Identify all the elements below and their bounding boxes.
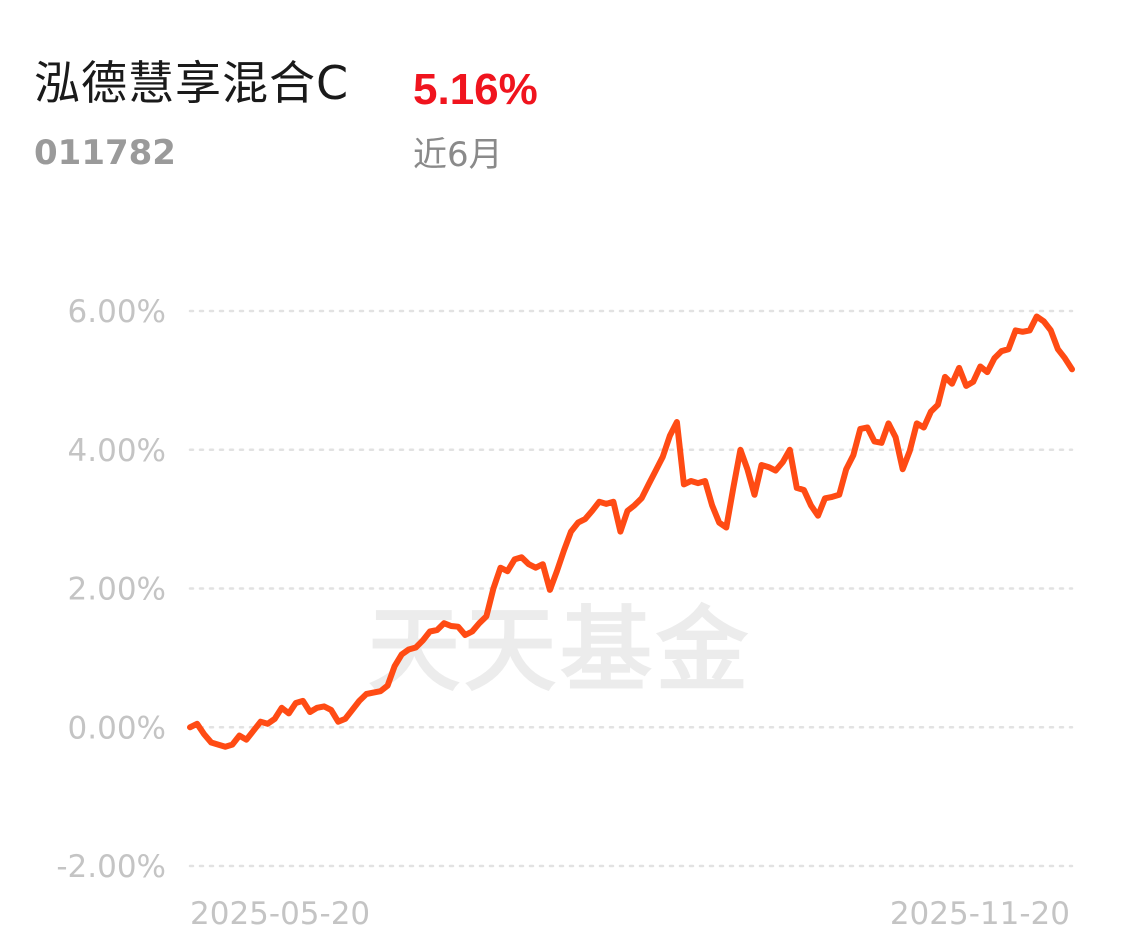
fund-name: 泓德慧享混合C <box>34 56 350 110</box>
y-tick-label: 2.00% <box>68 572 166 608</box>
y-tick-label: 4.00% <box>68 433 166 469</box>
y-tick-label: 0.00% <box>68 710 166 746</box>
gridlines <box>188 309 1074 868</box>
series-line <box>187 313 1075 750</box>
x-axis-ticks: 2025-05-20 2025-11-20 <box>190 896 1070 932</box>
y-tick-label: -2.00% <box>56 849 166 885</box>
return-period: 近6月 <box>413 135 503 175</box>
watermark-text: 天天基金 <box>368 596 752 704</box>
x-tick-label: 2025-11-20 <box>890 896 1070 932</box>
y-tick-label: 6.00% <box>68 294 166 330</box>
x-tick-label: 2025-05-20 <box>190 896 370 932</box>
return-value: 5.16% <box>413 65 538 114</box>
fund-code: 011782 <box>34 133 176 173</box>
y-axis-ticks: 6.00% 4.00% 2.00% 0.00% -2.00% <box>56 294 166 885</box>
series-layer <box>187 313 1075 750</box>
